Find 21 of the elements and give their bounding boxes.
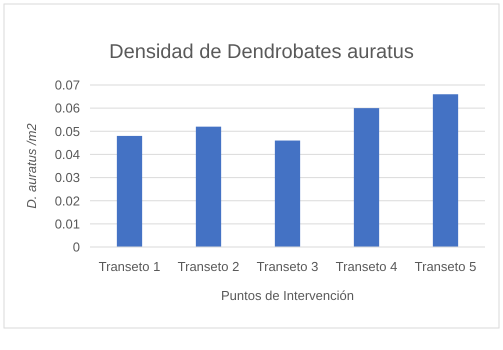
y-tick-label: 0.05 [54,124,80,139]
bar [354,108,380,247]
y-tick-label: 0.01 [54,216,80,232]
y-tick-label: 0.02 [54,193,80,208]
y-tick-label: 0.06 [54,100,80,116]
y-tick-label: 0.03 [54,170,80,186]
bar [116,136,142,247]
x-tick-label: Transeto 2 [178,259,240,274]
chart-title: Densidad de Dendrobates auratus [109,41,414,63]
bar [432,94,458,247]
x-tick-label: Transeto 1 [98,259,160,274]
x-tick-label: Transeto 3 [256,259,318,274]
y-tick-label: 0.07 [54,78,80,93]
bar [196,126,222,247]
x-tick-label: Transeto 5 [414,259,476,274]
y-tick-label: 0.04 [54,146,80,162]
y-axis-title: D. auratus /m2 [24,122,39,209]
x-axis-title: Puntos de Intervención [221,288,354,303]
bar [274,140,300,247]
x-tick-label: Transeto 4 [336,259,398,274]
y-tick-label: 0 [72,240,80,255]
